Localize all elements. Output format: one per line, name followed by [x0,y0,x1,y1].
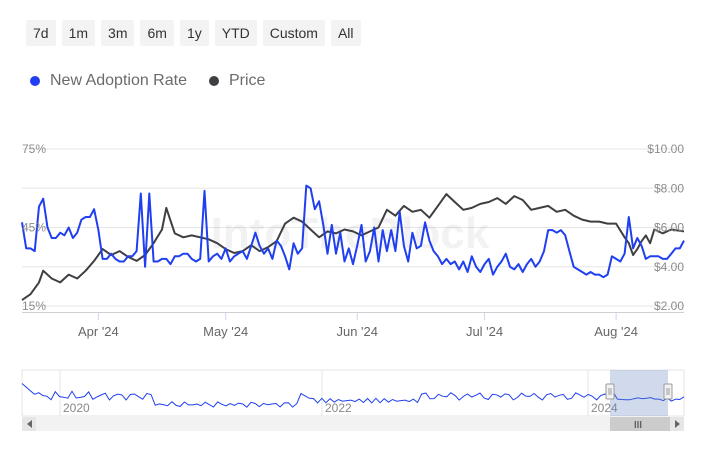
navigator-handle-right[interactable] [663,383,673,400]
scrollbar-grip-icon: III [634,420,642,431]
x-tick-label: Jun '24 [336,324,378,339]
y-right-tick-label: $8.00 [654,181,684,195]
range-button-1m[interactable]: 1m [61,20,96,46]
circle-marker-icon [208,76,219,86]
arrow-left-icon [27,420,32,428]
navigator-series-line [21,383,685,408]
legend-item-new-adoption-rate[interactable]: New Adoption Rate [30,72,187,90]
legend-item-price[interactable]: Price [208,72,266,90]
circle-marker-icon [30,76,40,86]
range-button-3m[interactable]: 3m [101,20,135,46]
x-tick-label: Apr '24 [78,324,119,339]
x-tick-label: May '24 [203,324,248,339]
navigator-handle-left[interactable] [605,383,615,400]
y-right-tick-label: $2.00 [654,299,684,313]
range-button-custom[interactable]: Custom [262,20,325,46]
arrow-right-icon [675,420,680,428]
navigator-frame [21,369,685,417]
series-line-new-adoption-rate[interactable] [21,184,685,279]
legend-label: Price [228,72,266,89]
range-button-1y[interactable]: 1y [179,20,209,46]
y-right-tick-label: $6.00 [654,221,684,235]
handle-box[interactable] [663,383,673,400]
x-axis: Apr '24 May '24 Jun '24 Jul '24 Aug '24 [22,312,684,339]
y-left-tick-label: 45% [22,221,46,235]
y-left-tick-label: 75% [22,142,46,156]
navigator-year-label: 2022 [325,401,352,415]
range-button-all[interactable]: All [330,20,361,46]
x-tick-label: Aug '24 [594,324,638,339]
y-axis-right: $2.00 $4.00 $6.00 $8.00 $10.00 [647,142,684,313]
y-left-tick-label: 15% [22,299,46,313]
legend: New Adoption Rate Price [30,72,265,90]
legend-label: New Adoption Rate [50,72,187,89]
navigator[interactable]: 2020 2022 2024 III [21,369,685,431]
series-line-price[interactable] [21,193,685,301]
range-button-ytd[interactable]: YTD [214,20,257,46]
navigator-selection[interactable] [610,370,668,416]
y-right-tick-label: $10.00 [647,142,684,156]
navigator-year-label: 2024 [591,401,618,415]
range-selector: 7d 1m 3m 6m 1y YTD Custom All [26,20,361,46]
x-tick-label: Jul '24 [466,324,503,339]
series-layer [21,184,685,301]
y-axis-left: 15% 45% 75% [22,142,46,313]
range-button-6m[interactable]: 6m [140,20,174,46]
range-button-7d[interactable]: 7d [26,20,56,46]
handle-box[interactable] [605,383,615,400]
navigator-year-label: 2020 [63,401,90,415]
scrollbar-track[interactable] [22,417,684,431]
scrollbar-thumb[interactable] [610,417,670,431]
y-right-tick-label: $4.00 [654,260,684,274]
